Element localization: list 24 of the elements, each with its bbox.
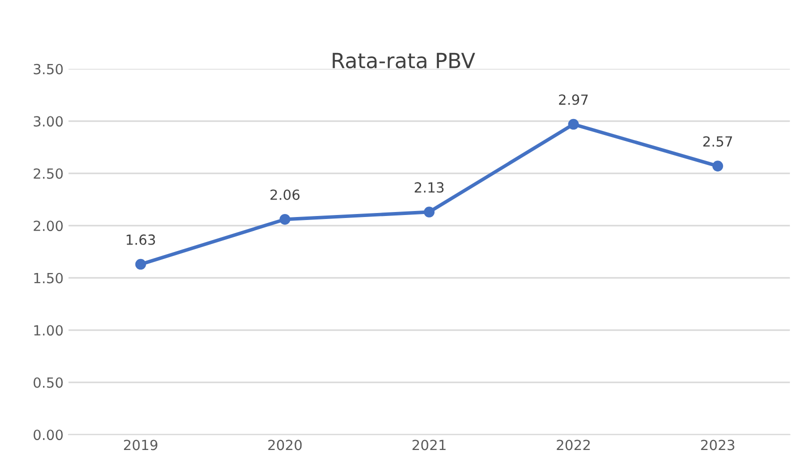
point <box>135 258 146 270</box>
point <box>424 206 435 218</box>
data-label: 2.06 <box>270 189 300 200</box>
y-tick-label: 1.50 <box>34 272 63 284</box>
y-tick-label: 2.00 <box>34 220 63 232</box>
x-tick-label: 2019 <box>124 440 158 450</box>
point <box>280 214 290 225</box>
x-tick-label: 2021 <box>412 440 446 450</box>
x-tick-label: 2020 <box>268 440 302 450</box>
point <box>568 118 579 130</box>
chart-title: Rata-rata PBV <box>332 52 476 68</box>
y-tick-label: 2.50 <box>34 168 63 179</box>
y-tick-label: 1.00 <box>34 325 63 336</box>
point <box>712 160 724 172</box>
y-tick-label: 3.50 <box>34 64 63 74</box>
data-label: 2.97 <box>559 94 588 105</box>
x-tick-label: 2022 <box>556 440 590 450</box>
y-tick-label: 0.50 <box>34 377 63 388</box>
y-tick-label: 3.00 <box>34 116 63 127</box>
data-label: 1.63 <box>126 234 155 245</box>
x-tick-label: 2023 <box>701 440 734 450</box>
y-tick-label: 0.00 <box>34 430 63 440</box>
data-label: 2.57 <box>703 136 732 147</box>
data-label: 2.13 <box>414 182 444 193</box>
